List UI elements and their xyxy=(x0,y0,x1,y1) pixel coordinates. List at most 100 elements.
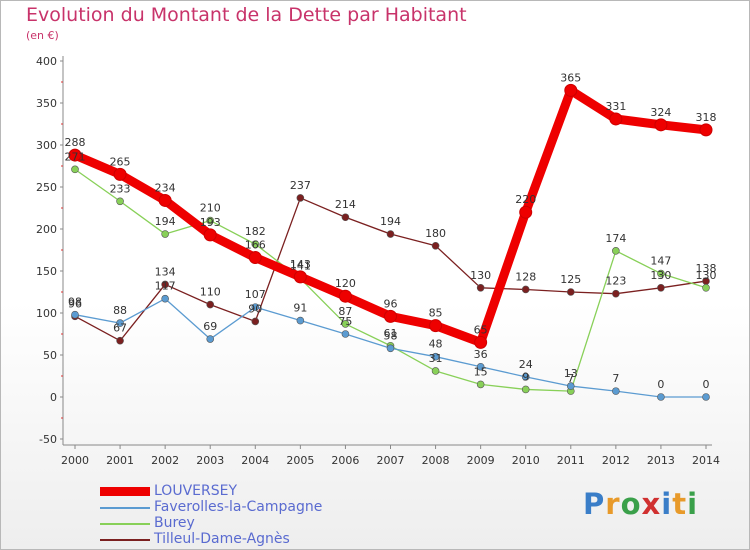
data-label-faverolles: 91 xyxy=(293,302,307,315)
data-point-louversey xyxy=(113,167,127,181)
data-point-burey xyxy=(476,380,485,389)
data-point-burey xyxy=(657,269,665,278)
data-label-tilleul: 130 xyxy=(650,269,671,282)
x-tick-label: 2004 xyxy=(241,454,269,467)
y-tick-label: 350 xyxy=(36,97,57,110)
y-tick-label: 100 xyxy=(36,307,57,320)
x-tick-label: 2001 xyxy=(106,454,134,467)
y-tick-label: 300 xyxy=(36,139,57,152)
chart-title: Evolution du Montant de la Dette par Hab… xyxy=(26,4,467,26)
data-point-tilleul xyxy=(476,283,485,292)
proxiti-logo: Proxiti xyxy=(583,487,698,521)
data-label-faverolles: 13 xyxy=(564,367,578,380)
legend-swatch-burey xyxy=(100,523,150,525)
y-tick-label: 50 xyxy=(43,349,57,362)
legend-label-burey: Burey xyxy=(154,515,195,531)
data-point-louversey xyxy=(474,335,488,349)
data-point-faverolles xyxy=(702,393,710,401)
data-point-faverolles xyxy=(386,344,395,353)
data-point-tilleul xyxy=(251,317,260,326)
data-point-burey xyxy=(206,216,215,225)
data-label-faverolles: 88 xyxy=(113,304,127,317)
data-label-tilleul: 128 xyxy=(515,270,536,283)
data-label-burey: 31 xyxy=(429,352,443,365)
data-point-burey xyxy=(71,165,79,174)
data-label-burey: 182 xyxy=(245,225,266,238)
data-label-faverolles: 36 xyxy=(474,348,488,361)
legend-swatch-louversey xyxy=(100,487,150,496)
data-point-faverolles xyxy=(521,373,530,381)
data-label-louversey: 85 xyxy=(429,307,443,320)
y-tick-label: 250 xyxy=(36,181,57,194)
x-tick-label: 2009 xyxy=(467,454,495,467)
x-tick-label: 2011 xyxy=(557,454,585,467)
data-label-faverolles: 48 xyxy=(429,338,443,351)
data-label-tilleul: 110 xyxy=(200,286,221,299)
legend-label-tilleul: Tilleul-Dame-Agnès xyxy=(154,531,290,547)
y-tick-label: -50 xyxy=(39,433,57,446)
data-point-tilleul xyxy=(566,288,575,296)
data-point-burey xyxy=(161,230,169,238)
legend-swatch-tilleul xyxy=(100,539,150,541)
data-label-burey: 194 xyxy=(155,215,176,228)
data-label-burey: 147 xyxy=(650,255,671,268)
logo-letter: o xyxy=(620,487,642,521)
data-label-louversey: 324 xyxy=(650,106,671,119)
data-label-tilleul: 138 xyxy=(696,262,717,275)
data-point-faverolles xyxy=(161,294,169,303)
data-point-faverolles xyxy=(657,393,665,401)
data-label-tilleul: 96 xyxy=(68,297,82,310)
data-label-burey: 141 xyxy=(290,260,311,273)
data-label-louversey: 318 xyxy=(696,111,717,124)
x-tick-label: 2007 xyxy=(377,454,405,467)
data-label-louversey: 265 xyxy=(110,155,131,168)
logo-letter: x xyxy=(641,487,662,521)
data-point-faverolles xyxy=(116,319,124,327)
data-point-tilleul xyxy=(296,194,305,202)
data-point-louversey xyxy=(609,112,623,126)
data-point-burey xyxy=(521,385,530,394)
data-point-louversey xyxy=(158,193,172,207)
x-tick-label: 2010 xyxy=(512,454,540,467)
data-point-burey xyxy=(251,240,260,248)
data-point-faverolles xyxy=(566,382,575,390)
data-point-burey xyxy=(116,197,124,206)
x-tick-label: 2002 xyxy=(151,454,179,467)
x-tick-label: 2012 xyxy=(602,454,630,467)
data-point-faverolles xyxy=(476,362,485,371)
data-point-louversey xyxy=(429,319,443,333)
data-label-faverolles: 7 xyxy=(612,372,619,385)
data-point-burey xyxy=(612,247,620,255)
logo-letter: i xyxy=(687,487,699,521)
chart-subtitle: (en €) xyxy=(26,29,59,42)
data-point-louversey xyxy=(68,148,82,162)
data-label-faverolles: 117 xyxy=(155,280,176,293)
data-label-faverolles: 69 xyxy=(203,320,217,333)
data-label-louversey: 120 xyxy=(335,277,356,290)
legend-label-faverolles: Faverolles-la-Campagne xyxy=(154,499,323,515)
data-label-louversey: 365 xyxy=(560,71,581,84)
data-label-burey: 9 xyxy=(522,370,529,383)
data-label-louversey: 143 xyxy=(290,258,311,271)
x-tick-label: 2005 xyxy=(286,454,314,467)
data-label-faverolles: 0 xyxy=(703,378,710,391)
data-point-tilleul xyxy=(206,300,215,309)
data-point-faverolles xyxy=(251,303,260,311)
data-point-tilleul xyxy=(386,230,395,238)
data-label-louversey: 331 xyxy=(605,100,626,113)
legend-swatch-faverolles xyxy=(100,507,150,509)
logo-letter: t xyxy=(672,487,688,521)
data-point-tilleul xyxy=(657,283,665,292)
data-label-burey: 210 xyxy=(200,202,221,215)
data-label-burey: 233 xyxy=(110,182,131,195)
logo-letter: r xyxy=(605,487,621,521)
y-tick-label: 0 xyxy=(50,391,57,404)
data-label-faverolles: 24 xyxy=(519,358,533,371)
data-label-faverolles: 75 xyxy=(338,315,352,328)
data-point-louversey xyxy=(699,123,713,137)
data-point-tilleul xyxy=(521,285,530,294)
data-label-tilleul: 90 xyxy=(248,302,262,315)
data-label-burey: 271 xyxy=(65,150,86,163)
